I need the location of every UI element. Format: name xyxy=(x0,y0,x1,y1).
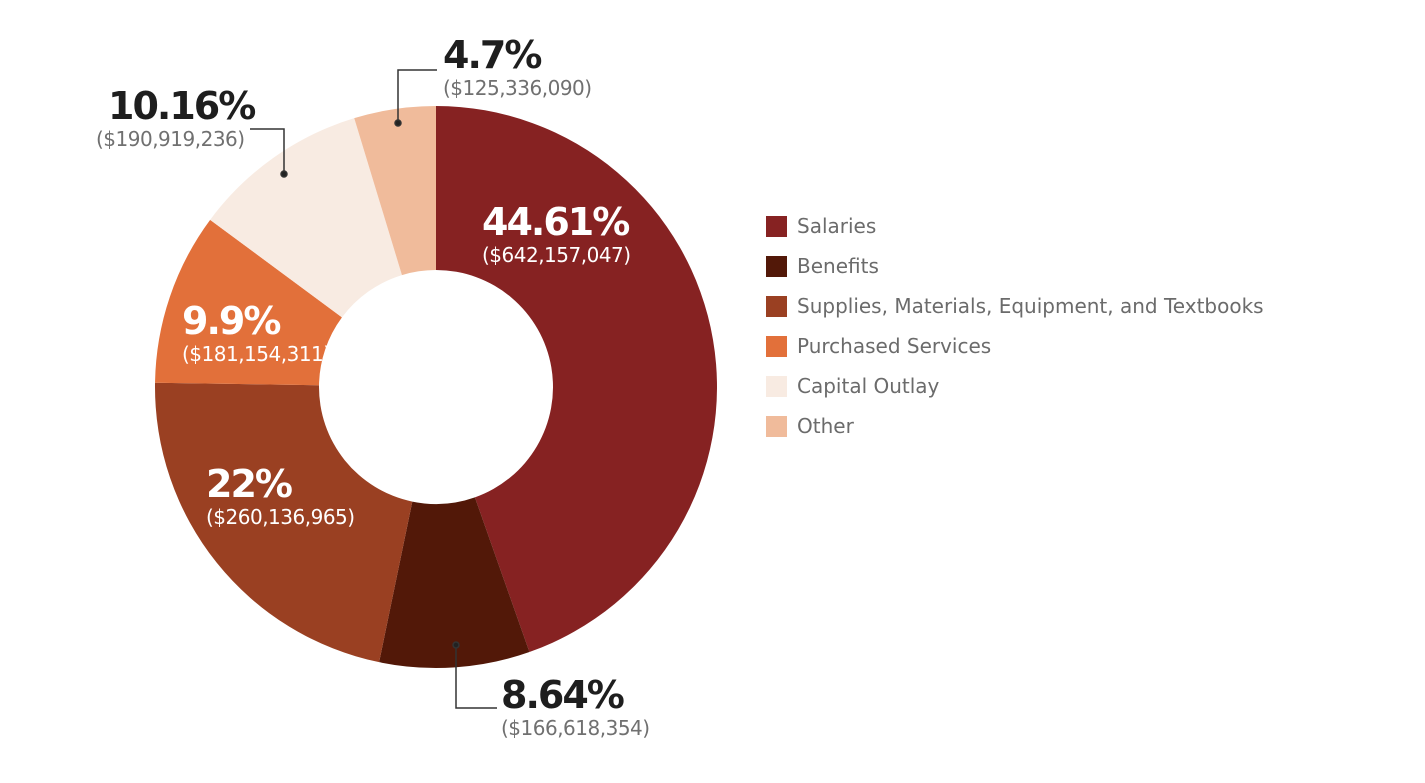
legend-swatch xyxy=(766,255,787,277)
legend-label: Purchased Services xyxy=(797,334,992,358)
legend-item: Purchased Services xyxy=(766,326,1264,366)
slice-capital-outlay xyxy=(210,118,402,318)
data-label-supplies: 22% ($260,136,965) xyxy=(206,465,355,527)
legend-swatch xyxy=(766,295,787,317)
legend-item: Benefits xyxy=(766,246,1264,286)
leader-dot-other xyxy=(394,119,402,127)
label-amount: ($125,336,090) xyxy=(443,76,592,100)
leader-dot-capital-outlay xyxy=(280,170,288,178)
legend-item: Salaries xyxy=(766,206,1264,246)
label-percent: 4.7% xyxy=(443,33,542,77)
legend-item: Supplies, Materials, Equipment, and Text… xyxy=(766,286,1264,326)
legend-label: Capital Outlay xyxy=(797,374,940,398)
data-label-purchased-services: 9.9% ($181,154,311) xyxy=(182,302,331,364)
leader-line-other xyxy=(397,69,437,123)
data-label-salaries: 44.61% ($642,157,047) xyxy=(482,203,631,265)
data-label-capital-outlay: 10.16% ($190,919,236) xyxy=(96,84,256,151)
label-percent: 10.16% xyxy=(108,84,256,128)
chart-legend: Salaries Benefits Supplies, Materials, Equ… xyxy=(766,206,1264,446)
legend-swatch xyxy=(766,335,787,357)
legend-swatch xyxy=(766,375,787,397)
legend-label: Benefits xyxy=(797,254,879,278)
legend-item: Capital Outlay xyxy=(766,366,1264,406)
slice-benefits xyxy=(379,497,530,669)
label-amount: ($166,618,354) xyxy=(501,716,650,740)
legend-label: Supplies, Materials, Equipment, and Text… xyxy=(797,294,1264,318)
slice-purchased-services xyxy=(155,219,342,386)
slice-salaries xyxy=(436,106,717,653)
legend-label: Other xyxy=(797,414,854,438)
leader-dot-benefits xyxy=(452,641,460,649)
label-amount: ($260,136,965) xyxy=(206,505,355,529)
legend-label: Salaries xyxy=(797,214,877,238)
label-amount: ($181,154,311) xyxy=(182,342,331,366)
legend-item: Other xyxy=(766,406,1264,446)
slice-supplies-materials-equipment-and-textbooks xyxy=(155,382,413,663)
label-percent: 44.61% xyxy=(482,200,630,244)
label-percent: 22% xyxy=(206,462,293,506)
data-label-other: 4.7% ($125,336,090) xyxy=(443,36,592,98)
legend-swatch xyxy=(766,215,787,237)
label-percent: 8.64% xyxy=(501,673,625,717)
leader-line-capital-outlay xyxy=(250,128,285,174)
label-amount: ($190,919,236) xyxy=(96,127,245,151)
label-amount: ($642,157,047) xyxy=(482,243,631,267)
leader-line-benefits xyxy=(455,645,497,709)
slice-other xyxy=(354,106,436,276)
data-label-benefits: 8.64% ($166,618,354) xyxy=(501,676,650,738)
legend-swatch xyxy=(766,415,787,437)
label-percent: 9.9% xyxy=(182,299,281,343)
